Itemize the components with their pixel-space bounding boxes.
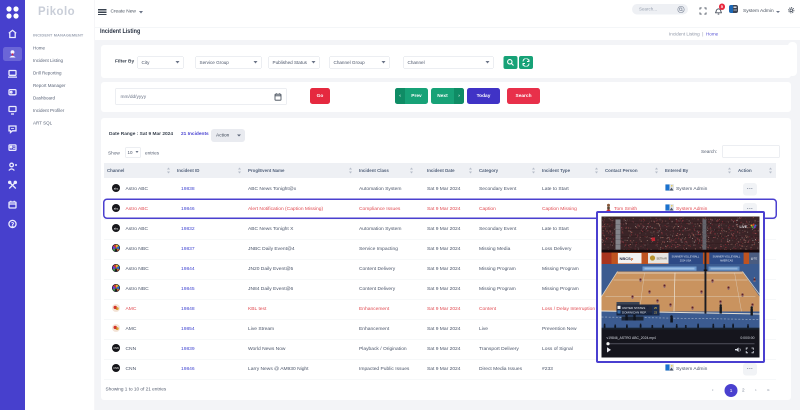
svg-text:AMERICAS: AMERICAS [720,259,733,262]
svg-text:a: a [115,327,117,330]
svg-text:UNITED STATES: UNITED STATES [622,306,645,310]
svg-text:0:00/0:00: 0:00/0:00 [740,336,754,340]
svg-text:SUMMER VOLLEYBALL: SUMMER VOLLEYBALL [672,256,700,259]
svg-text:25: 25 [654,306,658,310]
svg-text:DOMINICAN REP.: DOMINICAN REP. [622,310,647,314]
svg-text:@TE: @TE [751,257,758,261]
svg-text:abc: abc [114,226,119,230]
svg-text:SETKAR: SETKAR [657,257,668,261]
svg-text:SUMMER VOLLEYBALL: SUMMER VOLLEYBALL [713,256,741,259]
svg-text:v19846_ASTRO ABC_2024.mp4: v19846_ASTRO ABC_2024.mp4 [607,336,656,340]
svg-text:abc: abc [114,186,119,190]
svg-text:NBCSp: NBCSp [620,256,634,261]
svg-text:23: 23 [654,311,658,315]
svg-text:a: a [115,307,117,310]
svg-text:LIVE: LIVE [740,225,748,229]
svg-text:2024 USA: 2024 USA [680,259,692,262]
svg-text:abc: abc [114,206,119,210]
svg-text:CNN: CNN [113,366,119,370]
svg-text:CNN: CNN [113,346,119,350]
